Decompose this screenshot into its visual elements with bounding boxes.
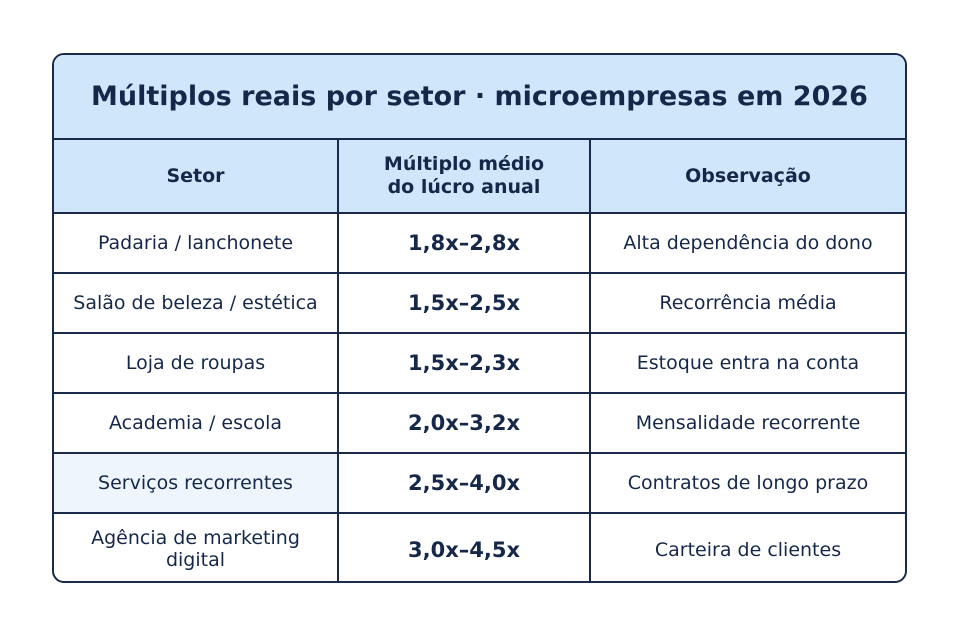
cell-text: Academia / escola <box>109 411 282 434</box>
table-row: Loja de roupas 1,5x–2,3x Estoque entra na … <box>54 332 905 394</box>
table-row: Serviços recorrentes 2,5x–4,0x Contratos d… <box>54 452 905 514</box>
table-cell: Contratos de longo prazo <box>589 452 905 514</box>
table-cell: Agência de marketing digital <box>54 512 339 581</box>
table-frame: Múltiplos reais por setor · microempresa… <box>52 53 907 583</box>
cell-text: Mensalidade recorrente <box>635 412 861 434</box>
table-cell: Estoque entra na conta <box>589 332 905 394</box>
table-row: Agência de marketing digital 3,0x–4,5x Car… <box>54 512 905 581</box>
cell-text: Agência de marketing digital <box>91 526 300 571</box>
cell-text: 1,8x–2,8x <box>408 231 520 255</box>
table-cell: 3,0x–4,5x <box>337 512 591 581</box>
table-cell: Loja de roupas <box>54 332 339 394</box>
table-row: Padaria / lanchonete 1,8x–2,8x Alta depend… <box>54 212 905 274</box>
table-cell: Salão de beleza / estética <box>54 272 339 334</box>
cell-text: Alta dependência do dono <box>623 232 873 254</box>
table-cell: Padaria / lanchonete <box>54 212 339 274</box>
table-cell: Alta dependência do dono <box>589 212 905 274</box>
cell-text: Estoque entra na conta <box>636 352 860 374</box>
table-title: Múltiplos reais por setor · microempresa… <box>54 55 905 140</box>
table-cell: Mensalidade recorrente <box>589 392 905 454</box>
table-body: Padaria / lanchonete 1,8x–2,8x Alta depend… <box>54 212 905 581</box>
table-cell: Serviços recorrentes <box>54 452 339 514</box>
header-text: Múltiplo médio do lúcro anual <box>383 153 545 198</box>
table-cell: 2,0x–3,2x <box>337 392 591 454</box>
cell-text: 2,0x–3,2x <box>408 411 520 435</box>
cell-text: Padaria / lanchonete <box>97 231 294 254</box>
cell-text: 1,5x–2,5x <box>408 291 520 315</box>
cell-text: Contratos de longo prazo <box>627 472 869 494</box>
cell-text: Loja de roupas <box>125 351 266 374</box>
cell-text: Salão de beleza / estética <box>73 291 318 314</box>
table-cell: Carteira de clientes <box>589 512 905 581</box>
cell-text: Serviços recorrentes <box>98 471 293 494</box>
table-row: Academia / escola 2,0x–3,2x Mensalidade re… <box>54 392 905 454</box>
table-row: Salão de beleza / estética 1,5x–2,5x Recor… <box>54 272 905 334</box>
cell-text: Recorrência média <box>659 292 837 314</box>
table-cell: 1,5x–2,3x <box>337 332 591 394</box>
header-cell: Múltiplo médio do lúcro anual <box>337 138 591 214</box>
table-cell: Academia / escola <box>54 392 339 454</box>
header-cell: Setor <box>54 138 339 214</box>
multiples-table: Múltiplos reais por setor · microempresa… <box>54 55 905 581</box>
header-text: Observação <box>685 164 811 187</box>
header-cell: Observação <box>589 138 905 214</box>
table-cell: 2,5x–4,0x <box>337 452 591 514</box>
cell-text: Carteira de clientes <box>654 538 842 561</box>
cell-text: 2,5x–4,0x <box>408 471 520 495</box>
header-text: Setor <box>166 164 225 187</box>
cell-text: 3,0x–4,5x <box>408 537 520 562</box>
table-cell: 1,8x–2,8x <box>337 212 591 274</box>
table-cell: Recorrência média <box>589 272 905 334</box>
table-cell: 1,5x–2,5x <box>337 272 591 334</box>
cell-text: 1,5x–2,3x <box>408 351 520 375</box>
